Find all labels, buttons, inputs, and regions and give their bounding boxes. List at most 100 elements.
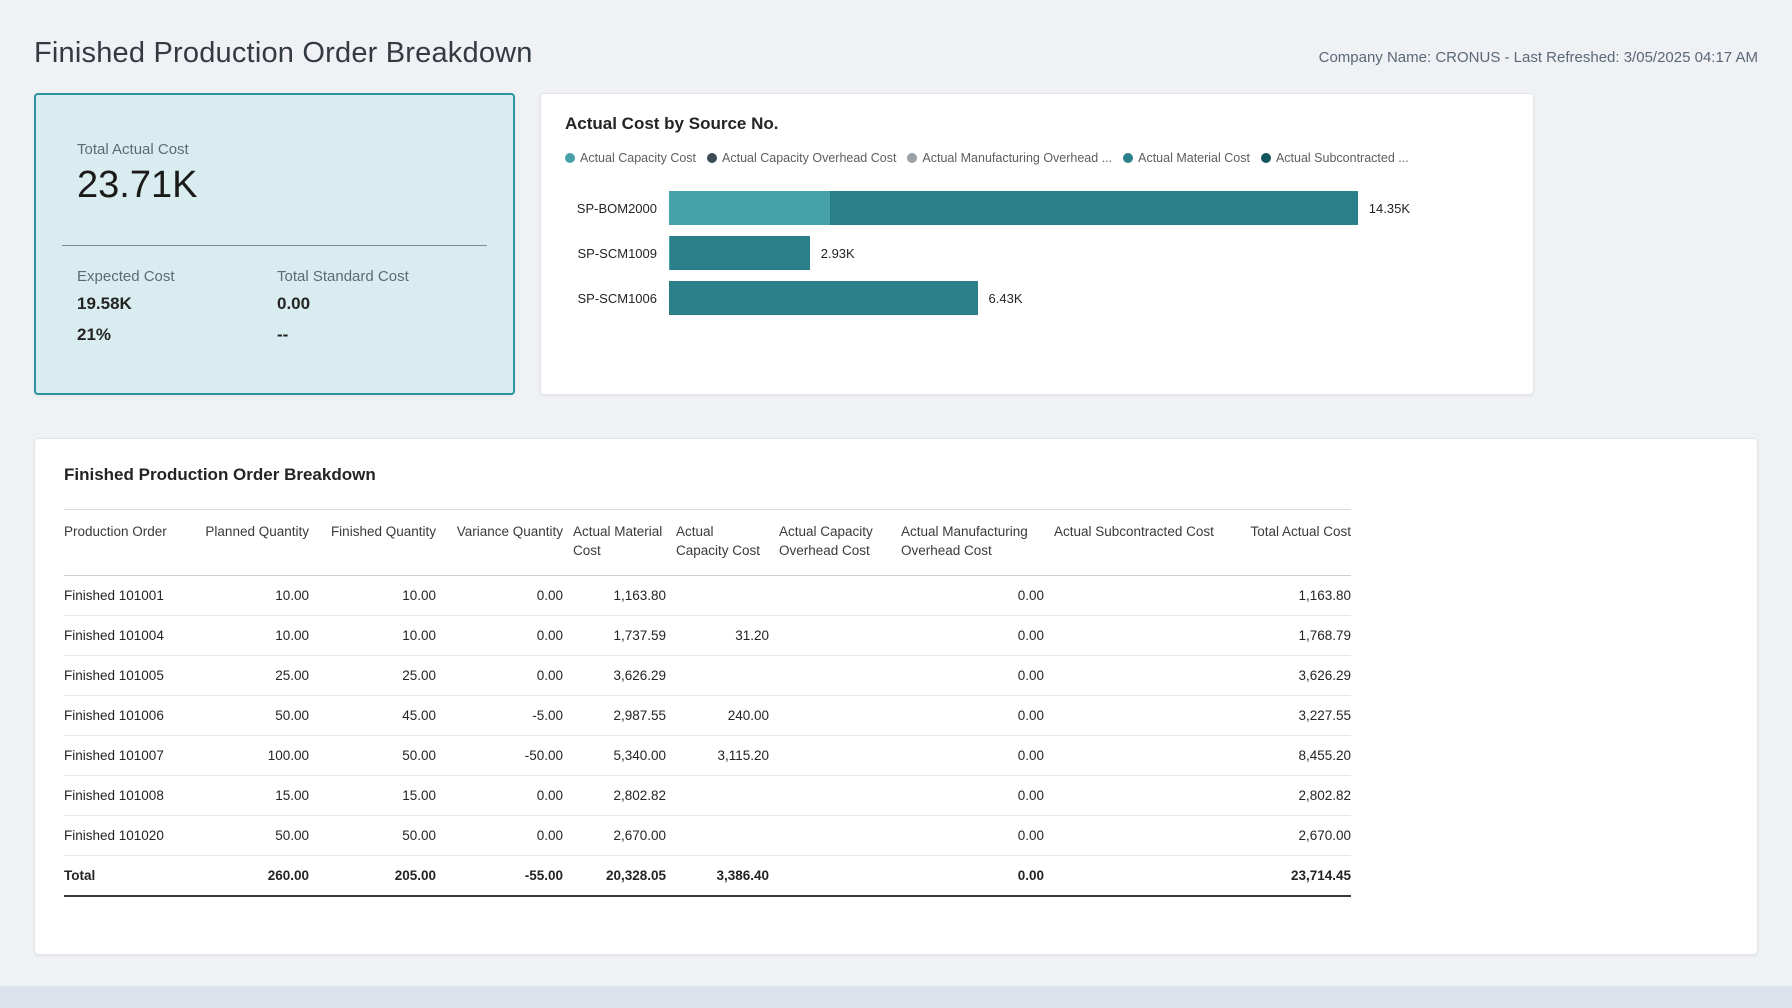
table-cell — [769, 575, 891, 616]
bar-category-label: SP-SCM1009 — [577, 245, 657, 261]
table-cell: 50.00 — [309, 815, 436, 856]
table-row[interactable]: Finished 101005 25.00 25.00 0.00 3,626.29 0.0… — [64, 655, 1351, 696]
table-row[interactable]: Finished 101007 100.00 50.00 -50.00 5,340.00… — [64, 735, 1351, 776]
legend-item[interactable]: Actual Subcontracted ... — [1260, 151, 1409, 165]
kpi-divider — [62, 245, 487, 246]
table-cell — [769, 615, 891, 656]
top-row: Total Actual Cost 23.71K Expected Cost 1… — [34, 93, 1758, 395]
table-cell: 0.00 — [436, 575, 563, 616]
bar-value-label: 14.35K — [1368, 200, 1410, 216]
table-cell: 45.00 — [309, 695, 436, 736]
page-title: Finished Production Order Breakdown — [34, 37, 533, 69]
column-header[interactable]: Actual Manufacturing Overhead Cost — [891, 509, 1044, 576]
column-header[interactable]: Actual Subcontracted Cost — [1044, 509, 1228, 576]
standard-cost-block: Total Standard Cost 0.00 -- — [277, 268, 477, 345]
bar-category-label: SP-BOM2000 — [576, 200, 657, 216]
table-row[interactable]: Finished 101008 15.00 15.00 0.00 2,802.82 0.0… — [64, 775, 1351, 816]
bar-segment[interactable] — [669, 236, 671, 270]
legend-dot-icon — [565, 153, 575, 163]
table-cell: 0.00 — [891, 735, 1044, 776]
legend-item[interactable]: Actual Capacity Cost — [565, 151, 696, 165]
table-cell: 2,670.00 — [563, 815, 666, 856]
legend-label: Actual Manufacturing Overhead ... — [922, 151, 1113, 165]
column-header[interactable]: Production Order — [64, 509, 186, 576]
table-total-row: Total 260.00 205.00 -55.00 20,328.05 3,386.40… — [64, 854, 1351, 897]
stacked-bar[interactable] — [669, 281, 978, 315]
table-cell: 2,802.82 — [1228, 775, 1351, 816]
table-cell: 25.00 — [186, 655, 309, 696]
table-cell: 0.00 — [436, 615, 563, 656]
dashboard-page: Finished Production Order Breakdown Comp… — [34, 22, 1758, 955]
table-row[interactable]: Finished 101001 10.00 10.00 0.00 1,163.80 0.0… — [64, 575, 1351, 616]
column-header[interactable]: Total Actual Cost — [1228, 509, 1351, 576]
table-cell — [666, 775, 769, 816]
bar-segment[interactable] — [670, 236, 810, 270]
table-cell: 0.00 — [436, 815, 563, 856]
table-cell — [769, 695, 891, 736]
table-cell: 31.20 — [666, 615, 769, 656]
table-cell — [1044, 575, 1228, 616]
legend-item[interactable]: Actual Material Cost — [1123, 151, 1250, 165]
table-cell — [666, 655, 769, 696]
table-cell: 205.00 — [309, 854, 436, 897]
table-cell: 1,163.80 — [1228, 575, 1351, 616]
table-cell: Finished 101004 — [64, 615, 186, 656]
table-cell — [769, 815, 891, 856]
table-cell: 20,328.05 — [563, 854, 666, 897]
table-cell: 2,670.00 — [1228, 815, 1351, 856]
table-cell: 0.00 — [891, 775, 1044, 816]
bar-segment[interactable] — [830, 191, 1358, 225]
table-cell: 10.00 — [309, 575, 436, 616]
expected-cost-block: Expected Cost 19.58K 21% — [77, 268, 277, 345]
bar-row: SP-BOM2000 14.35K — [565, 191, 1509, 225]
column-header[interactable]: Actual Capacity Overhead Cost — [769, 509, 891, 576]
breakdown-table-card: Finished Production Order Breakdown Prod… — [34, 438, 1758, 955]
legend-item[interactable]: Actual Manufacturing Overhead ... — [907, 151, 1112, 165]
table-cell: Total — [64, 854, 186, 897]
refresh-info: Company Name: CRONUS - Last Refreshed: 3… — [1318, 49, 1758, 66]
column-header[interactable]: Actual Material Cost — [563, 509, 666, 576]
bottom-scrollbar-track[interactable] — [0, 986, 1792, 1008]
table-cell — [666, 815, 769, 856]
table-cell: 10.00 — [186, 575, 309, 616]
table-cell — [1044, 854, 1228, 897]
table-row[interactable]: Finished 101006 50.00 45.00 -5.00 2,987.55 24… — [64, 695, 1351, 736]
total-actual-cost-kpi-card: Total Actual Cost 23.71K Expected Cost 1… — [34, 93, 515, 395]
table-cell: 0.00 — [891, 854, 1044, 897]
bar-segment[interactable] — [669, 191, 831, 225]
table-cell: 25.00 — [309, 655, 436, 696]
bar-row: SP-SCM1009 2.93K — [565, 236, 1509, 270]
kpi-value: 23.71K — [77, 164, 198, 206]
table-cell: 0.00 — [891, 815, 1044, 856]
table-cell — [1044, 695, 1228, 736]
table-cell: 240.00 — [666, 695, 769, 736]
expected-cost-value: 19.58K — [77, 294, 132, 313]
table-cell: 3,227.55 — [1228, 695, 1351, 736]
column-header[interactable]: Actual Capacity Cost — [666, 509, 769, 576]
table-cell: 1,768.79 — [1228, 615, 1351, 656]
table-cell: 10.00 — [309, 615, 436, 656]
table-cell — [769, 735, 891, 776]
column-header[interactable]: Finished Quantity — [309, 509, 436, 576]
table-cell: 100.00 — [186, 735, 309, 776]
table-cell: 1,737.59 — [563, 615, 666, 656]
stacked-bar[interactable] — [669, 191, 1358, 225]
bar-track: 2.93K — [669, 236, 1509, 270]
table-cell: 23,714.45 — [1228, 854, 1351, 897]
legend-item[interactable]: Actual Capacity Overhead Cost — [707, 151, 896, 165]
column-header[interactable]: Variance Quantity — [436, 509, 563, 576]
table-cell: 0.00 — [891, 615, 1044, 656]
table-row[interactable]: Finished 101020 50.00 50.00 0.00 2,670.00 0.0… — [64, 815, 1351, 856]
legend-dot-icon — [707, 153, 718, 163]
legend-label: Actual Capacity Overhead Cost — [722, 151, 897, 165]
table-header-row: Production Order Planned Quantity Finished… — [64, 509, 1351, 576]
table-cell: 10.00 — [186, 615, 309, 656]
table-cell — [769, 775, 891, 816]
bar-segment[interactable] — [669, 281, 978, 315]
dashboard-header: Finished Production Order Breakdown Comp… — [34, 22, 1758, 70]
stacked-bar[interactable] — [669, 236, 810, 270]
table-cell: 1,163.80 — [563, 575, 666, 616]
table-cell: 0.00 — [436, 775, 563, 816]
column-header[interactable]: Planned Quantity — [186, 509, 309, 576]
table-row[interactable]: Finished 101004 10.00 10.00 0.00 1,737.59 31.… — [64, 615, 1351, 656]
